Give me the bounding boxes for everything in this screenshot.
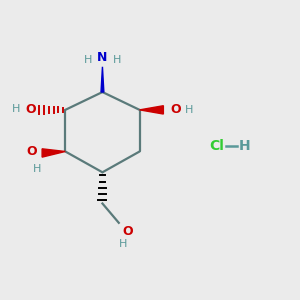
Polygon shape — [42, 149, 65, 157]
Text: H: H — [238, 139, 250, 152]
Text: H: H — [12, 104, 21, 114]
Text: H: H — [113, 55, 122, 65]
Text: O: O — [122, 225, 133, 238]
Polygon shape — [140, 106, 164, 114]
Text: H: H — [33, 164, 41, 174]
Text: O: O — [26, 145, 37, 158]
Text: O: O — [170, 103, 181, 116]
Text: H: H — [185, 105, 194, 115]
Text: O: O — [25, 103, 36, 116]
Text: N: N — [97, 51, 108, 64]
Text: H: H — [119, 239, 128, 249]
Polygon shape — [101, 67, 104, 92]
Text: Cl: Cl — [209, 139, 224, 152]
Text: H: H — [83, 55, 92, 65]
